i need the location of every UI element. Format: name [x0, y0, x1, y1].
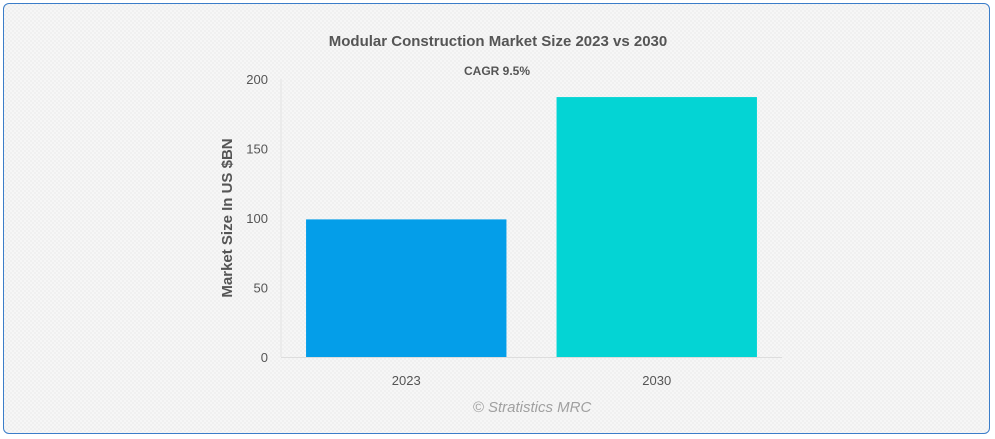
bars	[306, 97, 757, 357]
y-tick-label: 150	[246, 142, 268, 157]
y-tick-label: 0	[261, 350, 268, 365]
x-tick-label: 2023	[392, 373, 421, 388]
x-tick-labels: 2023 2030	[392, 373, 671, 388]
chart-title: Modular Construction Market Size 2023 vs…	[329, 33, 667, 50]
y-tick-label: 50	[254, 281, 268, 296]
y-axis-label: Market Size In US $BN	[219, 138, 236, 297]
y-tick-labels: 0 50 100 150 200	[246, 72, 268, 365]
credit-text: © Stratistics MRC	[473, 399, 592, 416]
chart-frame	[3, 3, 990, 434]
y-tick-label: 200	[246, 72, 268, 87]
bar-2030[interactable]	[556, 97, 757, 357]
x-tick-label: 2030	[642, 373, 671, 388]
y-tick-label: 100	[246, 211, 268, 226]
bar-2023[interactable]	[306, 219, 507, 357]
chart-subtitle: CAGR 9.5%	[464, 64, 530, 78]
